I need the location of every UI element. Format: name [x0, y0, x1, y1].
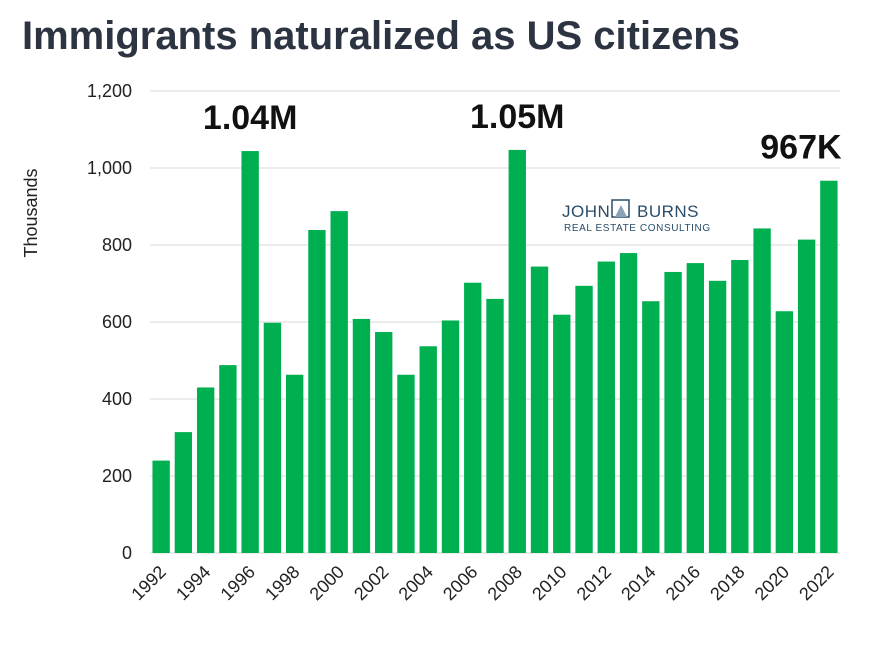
- company-logo: JOHN BURNS REAL ESTATE CONSULTING: [562, 199, 711, 234]
- x-tick-label: 2020: [751, 562, 793, 604]
- y-axis-label: Thousands: [21, 168, 41, 257]
- bar-1993: [174, 432, 193, 553]
- x-tick-label: 1994: [172, 562, 214, 604]
- y-axis-ticks: 0 200 400 600 800 1,000 1,200: [87, 81, 132, 563]
- x-tick-label: 2022: [795, 562, 837, 604]
- bar-1998: [285, 374, 304, 553]
- logo-text-right: BURNS: [637, 202, 699, 221]
- x-tick-label: 2018: [706, 562, 748, 604]
- bar-1992: [152, 460, 170, 553]
- x-tick-label: 1998: [261, 562, 303, 604]
- y-tick-label: 200: [102, 466, 132, 486]
- bar-2001: [352, 318, 371, 553]
- bar-2002: [375, 332, 393, 553]
- bar-1997: [263, 322, 282, 553]
- x-tick-label: 2010: [528, 562, 570, 604]
- x-tick-label: 2014: [617, 562, 659, 604]
- bar-2010: [553, 314, 571, 553]
- bar-2004: [419, 346, 437, 553]
- bar-1996: [241, 151, 259, 553]
- bar-1994: [196, 387, 215, 553]
- bar-1999: [308, 229, 326, 554]
- bar-2020: [775, 311, 794, 553]
- logo-house-icon: [611, 199, 630, 218]
- bar-2009: [530, 266, 549, 553]
- x-tick-label: 2008: [484, 562, 526, 604]
- bar-2006: [464, 282, 482, 553]
- logo-text-left: JOHN: [562, 202, 610, 221]
- bar-2003: [397, 374, 415, 553]
- y-tick-label: 600: [102, 312, 132, 332]
- bar-2017: [708, 280, 727, 553]
- y-tick-label: 800: [102, 235, 132, 255]
- annotation-2022: 967K: [760, 129, 842, 167]
- bar-2016: [686, 263, 705, 553]
- bar-2019: [753, 228, 771, 553]
- x-tick-label: 2016: [662, 562, 704, 604]
- y-tick-label: 400: [102, 389, 132, 409]
- bar-2007: [486, 298, 504, 553]
- x-tick-label: 2000: [306, 562, 348, 604]
- bar-2013: [619, 253, 638, 553]
- annotation-1996: 1.04M: [203, 99, 298, 137]
- logo-subtitle: REAL ESTATE CONSULTING: [564, 223, 711, 234]
- annotation-2008: 1.05M: [470, 98, 565, 136]
- bar-2015: [664, 271, 682, 553]
- y-tick-label: 1,200: [87, 81, 132, 101]
- y-tick-label: 0: [122, 543, 132, 563]
- x-tick-label: 1992: [127, 562, 169, 604]
- bar-2000: [330, 211, 348, 553]
- bar-2021: [797, 239, 816, 554]
- bar-2008: [508, 149, 526, 553]
- bar-2014: [642, 301, 660, 553]
- x-tick-label: 1996: [217, 562, 259, 604]
- x-axis-ticks: 1992 1994 1996 1998 2000 2002 2004 2006 2008 2010…: [127, 562, 837, 604]
- bar-2018: [731, 260, 749, 553]
- chart-title: Immigrants naturalized as US citizens: [22, 14, 740, 58]
- annotations: 1.04M 1.05M 967K: [203, 98, 842, 167]
- bar-2022: [820, 180, 838, 553]
- x-tick-label: 2004: [395, 562, 437, 604]
- bar-1995: [219, 365, 237, 553]
- bars: [152, 149, 838, 554]
- y-tick-label: 1,000: [87, 158, 132, 178]
- bar-2012: [597, 261, 615, 553]
- x-tick-label: 2002: [350, 562, 392, 604]
- bar-2005: [441, 320, 460, 553]
- bar-2011: [575, 285, 593, 553]
- x-tick-label: 2006: [439, 562, 481, 604]
- x-tick-label: 2012: [573, 562, 615, 604]
